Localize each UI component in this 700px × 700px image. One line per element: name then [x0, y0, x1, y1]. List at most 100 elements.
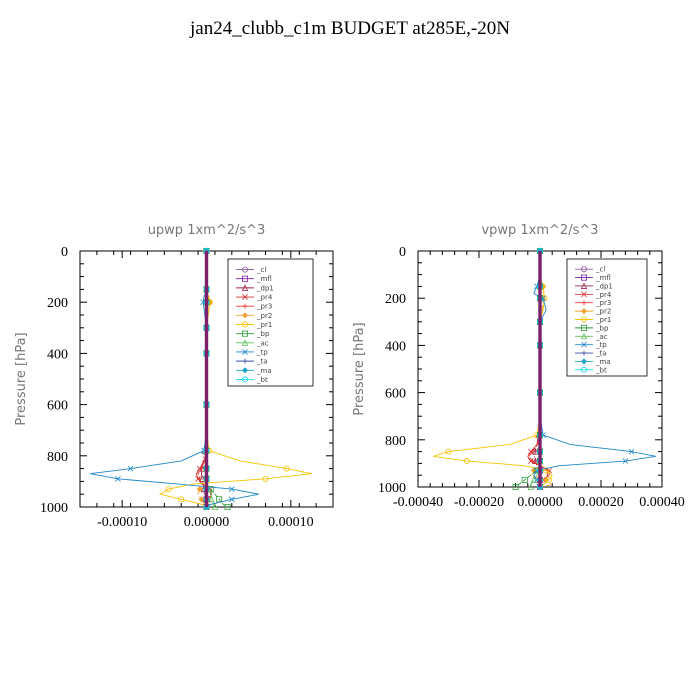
vpwp-legend-marker-mfl [581, 274, 588, 281]
vpwp-point-pr1 [543, 467, 550, 474]
vpwp-legend-label-ma: _ma [595, 358, 611, 366]
upwp-legend-label-pr3: _pr3 [256, 303, 272, 311]
vpwp-legend-marker-pr1 [581, 316, 588, 323]
upwp-legend-label-pr4: _pr4 [256, 294, 273, 302]
vpwp-legend-label-pr2: _pr2 [595, 308, 611, 316]
upwp-legend-label-pr2: _pr2 [256, 312, 272, 320]
upwp-y-tick-label: 0 [61, 245, 68, 260]
upwp-legend-label-mfl: _mfl [256, 275, 272, 283]
vpwp-point-tp [622, 458, 629, 464]
vpwp-point-pr3 [529, 449, 535, 455]
vpwp-point-bp [512, 483, 519, 490]
upwp-legend-marker-mfl [241, 275, 248, 282]
upwp-point-bp [224, 503, 231, 510]
upwp-point-ac [211, 503, 219, 510]
vpwp-y-tick-label: 800 [385, 434, 406, 449]
vpwp-legend-marker-cl [581, 266, 588, 273]
vpwp-legend-marker-dp1 [580, 282, 588, 289]
upwp-legend-label-pr1: _pr1 [256, 321, 272, 329]
upwp-point-ac [208, 495, 215, 503]
upwp-legend-marker-dp1 [241, 284, 249, 291]
vpwp-legend-label-ac: _ac [595, 333, 608, 341]
upwp-legend-marker-pr3 [242, 303, 248, 309]
vpwp-y-tick-label: 600 [385, 387, 406, 402]
vpwp-legend-marker-pr3 [581, 300, 587, 306]
upwp-legend-label-ma: _ma [256, 367, 272, 375]
upwp-point-pr1 [165, 486, 172, 493]
upwp-point-pr1 [178, 496, 185, 503]
upwp-legend-marker-ta [242, 358, 248, 364]
upwp-legend-marker-ma [241, 367, 249, 374]
upwp-legend-label-ta: _ta [256, 358, 268, 366]
vpwp-legend-marker-ta [581, 350, 587, 356]
upwp-legend-marker-pr2 [241, 312, 249, 319]
vpwp-legend-label-mfl: _mfl [595, 274, 611, 282]
upwp-y-tick-label: 1000 [40, 501, 68, 516]
vpwp-y-tick-label: 400 [385, 339, 406, 354]
upwp-y-tick-label: 200 [47, 296, 68, 311]
vpwp-legend-label-pr3: _pr3 [595, 299, 611, 307]
upwp-legend-marker-pr1 [241, 321, 248, 328]
upwp-point-pr1 [283, 465, 290, 472]
upwp-y-tick-label: 800 [47, 450, 68, 465]
upwp-y-tick-label: 600 [47, 399, 68, 414]
upwp-legend-marker-bt [241, 376, 248, 383]
vpwp-legend-marker-bp [581, 324, 588, 331]
upwp-legend-marker-ac [241, 339, 249, 346]
vpwp-legend-label-bp: _bp [595, 324, 609, 332]
vpwp-legend-marker-ac [580, 332, 588, 340]
upwp-legend-label-cl: _cl [256, 266, 266, 274]
upwp-point-pr2 [198, 496, 205, 503]
vpwp-legend-label-cl: _cl [595, 266, 605, 274]
vpwp-y-axis-label: Pressure [hPa] [352, 322, 367, 415]
vpwp-legend-label-tp: _tp [595, 341, 607, 349]
upwp-point-tp [228, 496, 235, 503]
vpwp-point-ac [527, 483, 535, 490]
upwp-legend-marker-tp [242, 349, 248, 355]
upwp-y-tick-label: 400 [47, 347, 68, 362]
vpwp-legend-marker-bt [581, 366, 588, 373]
upwp-legend-marker-pr4 [242, 294, 248, 300]
upwp-panel-title: upwp 1xm^2/s^3 [148, 223, 266, 238]
upwp-point-bp [216, 496, 223, 503]
vpwp-x-tick-label: 0.00020 [578, 495, 624, 510]
upwp-legend-marker-cl [241, 266, 248, 273]
upwp-point-tp [115, 475, 121, 482]
vpwp-x-tick-label: 0.00040 [639, 495, 685, 510]
upwp-x-tick-label: 0.00000 [184, 515, 230, 530]
vpwp-legend-marker-pr2 [580, 308, 588, 315]
upwp-point-tp [127, 465, 134, 472]
vpwp-legend-marker-tp [581, 341, 587, 348]
upwp-x-tick-label: -0.00010 [97, 515, 147, 530]
vpwp-point-bp [521, 476, 528, 483]
upwp-panel: upwp 1xm^2/s^3 Pressure [hPa] 0 200 400 600 80… [14, 223, 334, 530]
vpwp-point-pr1 [463, 458, 470, 465]
upwp-series-line-bp [206, 251, 228, 508]
vpwp-x-tick-label: 0.00000 [517, 495, 563, 510]
vpwp-y-tick-label: 0 [399, 245, 406, 260]
upwp-point-pr3 [198, 466, 205, 472]
upwp-legend-label-tp: _tp [256, 348, 268, 356]
vpwp-y-tick-label: 200 [385, 292, 406, 307]
vpwp-legend-box [566, 258, 648, 377]
vpwp-point-pr3 [529, 458, 535, 464]
figure-title: jan24_clubb_c1m BUDGET at285E,-20N [190, 18, 510, 39]
upwp-y-axis-label: Pressure [hPa] [14, 332, 29, 425]
vpwp-point-tp [628, 448, 635, 455]
vpwp-x-tick-label: -0.00040 [393, 495, 443, 510]
vpwp-point-pr1 [445, 448, 452, 455]
vpwp-panel: vpwp 1xm^2/s^3 Pressure [hPa] 0 200 400 600 80… [352, 223, 685, 510]
vpwp-panel-title: vpwp 1xm^2/s^3 [481, 223, 598, 238]
upwp-legend-marker-bp [241, 330, 248, 337]
vpwp-x-tick-label: -0.00020 [454, 495, 504, 510]
upwp-legend-label-ac: _ac [256, 339, 269, 347]
upwp-point-pr2 [196, 486, 203, 493]
vpwp-legend-label-pr1: _pr1 [595, 316, 611, 324]
vpwp-legend-marker-pr4 [581, 291, 587, 298]
vpwp-legend-label-dp1: _dp1 [595, 282, 613, 290]
upwp-legend-label-dp1: _dp1 [256, 284, 274, 292]
upwp-x-tick-label: 0.00010 [268, 515, 314, 530]
vpwp-legend-marker-ma [580, 358, 588, 365]
upwp-point-tp [228, 486, 235, 492]
